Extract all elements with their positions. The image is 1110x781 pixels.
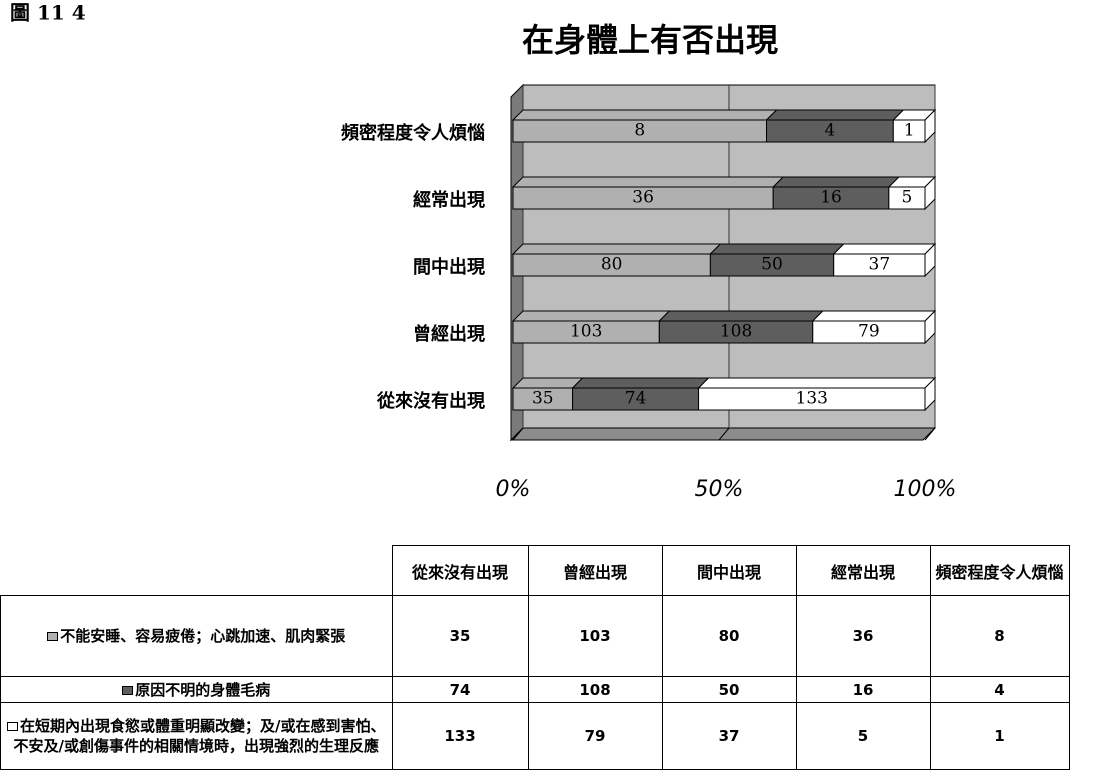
column-header: 曾經出現 [527, 545, 663, 596]
row-label: 在短期內出現食慾或體重明顯改變；及/或在感到害怕、不安及/或創傷事件的相關情境時… [0, 702, 393, 770]
bar-top [511, 109, 778, 121]
table-cell: 80 [661, 595, 797, 677]
bar-end [924, 175, 936, 211]
x-tick [512, 427, 524, 441]
data-table: 從來沒有出現 曾經出現 間中出現 經常出現 頻密程度令人煩惱 不能安睡、容易疲倦；心跳加速… [0, 545, 1070, 770]
x-tick [924, 427, 936, 441]
table-cell: 74 [391, 676, 529, 703]
legend-label: 不能安睡、容易疲倦；心跳加速、肌肉緊張 [60, 627, 346, 645]
bar-end [924, 108, 936, 144]
x-tick-label: 0% [496, 477, 531, 502]
bar-top [765, 109, 905, 121]
table-cell: 8 [929, 595, 1070, 677]
bar-end [924, 242, 936, 278]
bar-top [571, 377, 710, 389]
value-label: 4 [825, 121, 836, 141]
column-header: 從來沒有出現 [391, 545, 529, 596]
column-header: 頻密程度令人煩惱 [929, 545, 1070, 596]
table-cell: 108 [527, 676, 663, 703]
chart: 圖 11 4 在身體上有否出現 0% 50% 100% 頻密程度令人煩惱 8 4 1 經常出現… [10, 1, 957, 503]
y-tick-label: 間中出現 [413, 256, 485, 278]
table-cell: 50 [661, 676, 797, 703]
x-tick [718, 427, 730, 441]
bar-top [772, 176, 901, 188]
y-tick-label: 經常出現 [413, 189, 485, 211]
x-tick-label: 50% [695, 477, 744, 502]
table-cell: 103 [527, 595, 663, 677]
table-row: 在短期內出現食慾或體重明顯改變；及/或在感到害怕、不安及/或創傷事件的相關情境時… [0, 702, 1070, 770]
value-label: 1 [904, 121, 915, 141]
value-label: 16 [820, 188, 842, 208]
bar-top [511, 176, 785, 188]
bar-end [924, 376, 936, 412]
table-cell: 36 [795, 595, 931, 677]
value-label: 50 [761, 255, 783, 275]
table-cell: 133 [391, 702, 529, 770]
bar-top [511, 377, 584, 389]
column-header: 間中出現 [661, 545, 797, 596]
value-label: 79 [858, 322, 880, 342]
value-label: 74 [625, 389, 647, 409]
table-row: 不能安睡、容易疲倦；心跳加速、肌肉緊張 35 103 80 36 8 [0, 595, 1070, 677]
table-cell: 79 [527, 702, 663, 770]
row-label: 原因不明的身體毛病 [0, 676, 393, 703]
bar-top [832, 243, 937, 255]
value-label: 36 [632, 188, 654, 208]
value-label: 35 [532, 389, 554, 409]
bar-end [924, 309, 936, 345]
table-row: 原因不明的身體毛病 74 108 50 16 4 [0, 676, 1070, 703]
table-cell: 16 [795, 676, 931, 703]
y-tick-label: 曾經出現 [413, 323, 485, 345]
value-label: 103 [570, 322, 602, 342]
y-tick-label: 從來沒有出現 [376, 390, 485, 412]
table-cell: 4 [929, 676, 1070, 703]
legend-label: 在短期內出現食慾或體重明顯改變；及/或在感到害怕、不安及/或創傷事件的相關情境時… [13, 717, 386, 755]
value-label: 80 [601, 255, 623, 275]
bar-top [658, 310, 824, 322]
row-label: 不能安睡、容易疲倦；心跳加速、肌肉緊張 [0, 595, 393, 677]
y-tick-label: 頻密程度令人煩惱 [341, 122, 485, 144]
bar-top [709, 243, 845, 255]
value-label: 108 [720, 322, 752, 342]
value-label: 133 [796, 389, 828, 409]
value-label: 5 [902, 188, 913, 208]
chart-title: 在身體上有否出現 [522, 21, 778, 59]
bar-top [697, 377, 937, 389]
table-cell: 1 [929, 702, 1070, 770]
legend-swatch [7, 722, 18, 731]
legend-swatch [122, 685, 134, 695]
bar-top [811, 310, 937, 322]
table-cell: 5 [795, 702, 931, 770]
value-label: 37 [869, 255, 891, 275]
bar-top [511, 243, 722, 255]
legend-label: 原因不明的身體毛病 [135, 680, 271, 699]
bar-top [511, 310, 671, 322]
floor [509, 427, 937, 441]
x-tick-label: 100% [894, 477, 957, 502]
column-header: 經常出現 [795, 545, 931, 596]
figure-label: 圖 11 4 [10, 1, 86, 25]
value-label: 8 [634, 121, 645, 141]
legend-swatch [47, 632, 59, 641]
table-cell: 37 [661, 702, 797, 770]
header-row: 從來沒有出現 曾經出現 間中出現 經常出現 頻密程度令人煩惱 [1, 545, 1070, 596]
corner [1, 546, 393, 596]
table-cell: 35 [391, 595, 529, 677]
